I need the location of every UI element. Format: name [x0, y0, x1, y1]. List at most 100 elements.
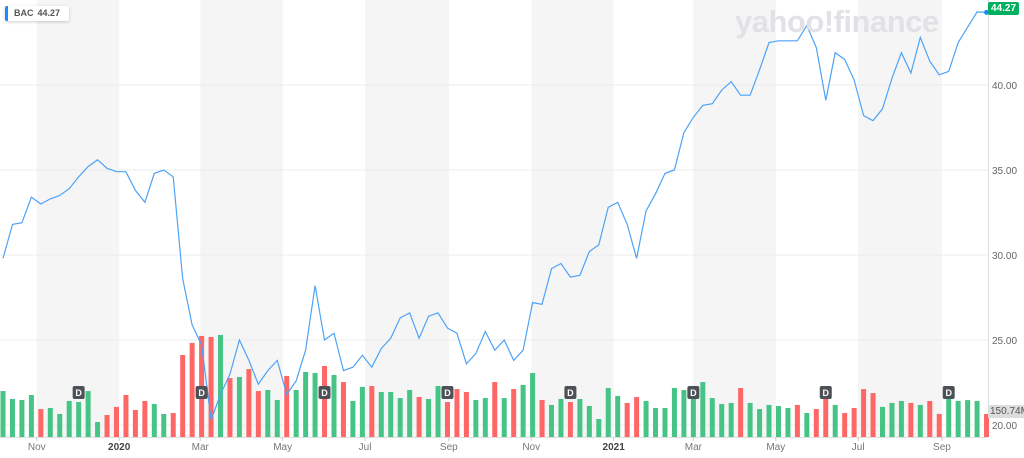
volume-bar	[161, 413, 167, 437]
volume-bar	[936, 413, 942, 437]
dividend-marker	[318, 386, 331, 399]
volume-bar	[454, 389, 460, 437]
volume-bar	[284, 375, 290, 437]
volume-bar	[340, 382, 346, 437]
time-tick-label: Sep	[440, 442, 458, 453]
volume-bar	[984, 413, 990, 437]
month-band	[858, 0, 942, 437]
volume-bar	[539, 400, 545, 437]
yahoo-finance-logo: yahoo!finance	[735, 4, 939, 39]
time-tick-label: 2021	[603, 442, 626, 453]
volume-bar	[397, 398, 403, 437]
volume-bar	[671, 387, 677, 437]
volume-bar	[520, 384, 526, 437]
month-band	[531, 0, 614, 437]
volume-bar	[113, 406, 119, 437]
volume-bar	[946, 395, 952, 437]
ticker-badge: BAC 44.27	[5, 6, 70, 21]
time-tick-label: Mar	[192, 442, 210, 453]
dividend-marker	[687, 386, 700, 399]
volume-bar	[501, 398, 507, 437]
volume-bar	[880, 406, 886, 437]
volume-bar	[47, 407, 53, 437]
volume-bar	[95, 422, 101, 437]
volume-bar	[435, 386, 441, 437]
dividend-marker-label: D	[75, 388, 82, 398]
volume-bar	[908, 402, 914, 437]
volume-bar	[605, 387, 611, 437]
volume-bar	[492, 382, 498, 437]
volume-bar	[444, 402, 450, 437]
volume-bar	[274, 400, 280, 437]
volume-bar	[965, 400, 971, 437]
volume-bar	[804, 413, 810, 437]
volume-bar	[615, 395, 621, 437]
dividend-marker-label: D	[690, 388, 697, 398]
time-tick-label: Jul	[359, 442, 372, 453]
volume-bar	[832, 404, 838, 437]
month-band	[365, 0, 449, 437]
dividend-marker	[441, 386, 454, 399]
volume-bar	[634, 397, 640, 437]
volume-bar	[927, 400, 933, 437]
volume-bar	[426, 398, 432, 437]
volume-bar	[577, 398, 583, 437]
dividend-marker	[942, 386, 955, 399]
volume-bar	[851, 407, 857, 437]
price-tick-label: 25.00	[992, 336, 1017, 347]
volume-bar	[85, 391, 91, 437]
volume-bar	[104, 415, 110, 437]
dividend-marker-label: D	[321, 388, 328, 398]
month-band	[36, 0, 120, 437]
time-tick-label: Nov	[28, 442, 46, 453]
price-tick-label: 20.00	[992, 421, 1017, 432]
volume-bar	[407, 389, 413, 437]
volume-bar	[842, 413, 848, 437]
volume-bar	[132, 409, 138, 437]
volume-bar	[747, 402, 753, 437]
volume-bar	[549, 404, 555, 437]
time-tick-label: Sep	[933, 442, 951, 453]
volume-bar	[643, 400, 649, 437]
volume-bar	[331, 375, 337, 437]
volume-bar	[463, 391, 469, 437]
volume-bar	[180, 355, 186, 437]
volume-bar	[558, 398, 564, 437]
ticker-symbol: BAC	[14, 8, 34, 18]
volume-bar	[757, 409, 763, 437]
volume-bar	[236, 377, 242, 437]
volume-bar	[76, 402, 82, 437]
dividend-marker-label: D	[198, 388, 205, 398]
volume-bar	[889, 402, 895, 437]
time-tick-label: Jul	[852, 442, 865, 453]
time-tick-label: Nov	[522, 442, 540, 453]
volume-bar	[369, 386, 375, 437]
volume-bar	[898, 400, 904, 437]
volume-bar	[653, 407, 659, 437]
volume-bar	[208, 337, 214, 437]
volume-bar	[794, 404, 800, 437]
time-tick-label: Mar	[685, 442, 703, 453]
volume-bar	[813, 409, 819, 437]
time-tick-label: 2020	[108, 442, 131, 453]
volume-bar	[823, 387, 829, 437]
volume-bar	[530, 373, 536, 437]
time-tick-label: May	[273, 442, 292, 453]
dividend-marker-label: D	[444, 388, 451, 398]
volume-bar	[142, 400, 148, 437]
volume-bar	[151, 404, 157, 437]
dividend-marker	[564, 386, 577, 399]
volume-bar	[28, 395, 34, 437]
volume-bar	[738, 387, 744, 437]
volume-bar	[255, 391, 261, 437]
volume-bar	[917, 404, 923, 437]
volume-bar	[690, 395, 696, 437]
time-tick-label: May	[766, 442, 785, 453]
dividend-marker	[195, 386, 208, 399]
volume-bar	[359, 386, 365, 437]
dividend-marker-label: D	[945, 388, 952, 398]
volume-bar	[38, 409, 44, 437]
volume-bar	[624, 402, 630, 437]
volume-bar	[586, 406, 592, 437]
